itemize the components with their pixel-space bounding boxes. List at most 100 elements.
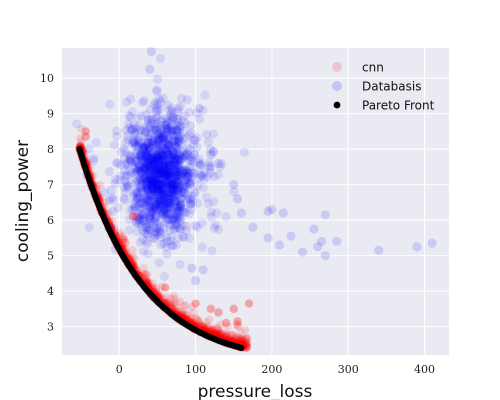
databasis-point — [263, 233, 273, 243]
databasis-point — [175, 101, 185, 111]
databasis-point — [169, 175, 180, 185]
databasis-point — [143, 184, 153, 194]
databasis-point — [186, 199, 196, 209]
cnn-point — [187, 313, 196, 322]
databasis-point — [168, 149, 179, 159]
databasis-point — [168, 114, 178, 125]
databasis-point — [146, 180, 157, 190]
cnn-point — [130, 254, 139, 263]
databasis-point — [132, 194, 142, 204]
cnn-point — [242, 333, 251, 342]
databasis-point — [187, 263, 197, 273]
cnn-point — [216, 328, 226, 338]
cnn-point — [181, 311, 190, 320]
databasis-point — [149, 233, 160, 243]
databasis-point — [138, 246, 149, 256]
databasis-point — [178, 183, 188, 194]
databasis-point — [150, 158, 160, 168]
databasis-point — [167, 241, 177, 251]
cnn-point — [189, 308, 198, 317]
databasis-point — [133, 192, 143, 202]
cnn-point — [120, 238, 130, 248]
databasis-point — [154, 152, 164, 162]
databasis-point — [182, 170, 192, 180]
databasis-point — [143, 151, 153, 161]
cnn-point — [169, 292, 179, 301]
databasis-point — [200, 90, 210, 100]
databasis-point — [144, 213, 155, 224]
databasis-point — [160, 211, 170, 221]
cnn-point — [172, 298, 181, 308]
cnn-point — [244, 299, 254, 308]
databasis-point — [195, 169, 205, 179]
databasis-point — [137, 97, 147, 108]
cnn-point — [237, 336, 246, 346]
databasis-point — [158, 178, 168, 188]
databasis-point — [172, 210, 182, 220]
databasis-point — [134, 136, 144, 146]
databasis-point — [168, 112, 178, 122]
databasis-point — [120, 195, 130, 205]
cnn-point — [173, 306, 183, 316]
databasis-point — [162, 249, 172, 259]
cnn-point — [199, 323, 208, 332]
databasis-point — [174, 167, 184, 178]
databasis-point — [143, 183, 153, 193]
databasis-point — [130, 202, 140, 212]
databasis-point — [110, 174, 121, 185]
databasis-point — [173, 202, 183, 212]
databasis-point — [124, 225, 135, 235]
databasis-point — [133, 163, 143, 173]
databasis-point — [162, 216, 172, 226]
databasis-point — [156, 179, 167, 190]
databasis-point — [147, 115, 157, 125]
y-tick-label: 9 — [47, 108, 54, 121]
databasis-point — [159, 176, 169, 186]
databasis-point — [172, 114, 182, 124]
cnn-point — [233, 332, 242, 342]
databasis-point — [130, 202, 141, 212]
databasis-point — [154, 206, 165, 216]
databasis-point — [151, 202, 162, 212]
databasis-point — [148, 164, 158, 174]
databasis-point — [151, 178, 161, 188]
databasis-point — [152, 183, 162, 193]
databasis-point — [129, 189, 139, 199]
cnn-point — [242, 338, 251, 348]
cnn-point — [131, 212, 141, 221]
cnn-point — [234, 336, 244, 346]
databasis-point — [190, 221, 201, 231]
databasis-point — [121, 125, 131, 135]
databasis-point — [189, 135, 199, 145]
databasis-point — [122, 171, 132, 181]
databasis-point — [155, 54, 166, 64]
databasis-point — [159, 190, 169, 200]
databasis-point — [151, 167, 161, 178]
databasis-point — [123, 160, 133, 170]
databasis-point — [133, 214, 143, 224]
databasis-point — [122, 131, 133, 141]
databasis-point — [176, 180, 186, 190]
databasis-point — [151, 188, 161, 198]
databasis-point — [158, 167, 168, 177]
databasis-point — [136, 183, 146, 193]
databasis-point — [209, 223, 219, 233]
databasis-point — [167, 103, 177, 113]
databasis-point — [140, 161, 150, 171]
databasis-point — [150, 151, 160, 161]
databasis-point — [155, 105, 165, 115]
databasis-point — [141, 219, 152, 229]
databasis-point — [170, 153, 180, 164]
cnn-point — [217, 330, 226, 340]
databasis-point — [124, 111, 134, 121]
databasis-point — [170, 166, 180, 176]
databasis-point — [162, 149, 173, 159]
databasis-point — [144, 122, 154, 132]
databasis-point — [140, 172, 150, 183]
databasis-point — [163, 126, 173, 136]
databasis-point — [184, 171, 194, 181]
y-tick-label: 8 — [47, 143, 54, 156]
cnn-point — [192, 314, 202, 324]
databasis-point — [110, 179, 120, 189]
